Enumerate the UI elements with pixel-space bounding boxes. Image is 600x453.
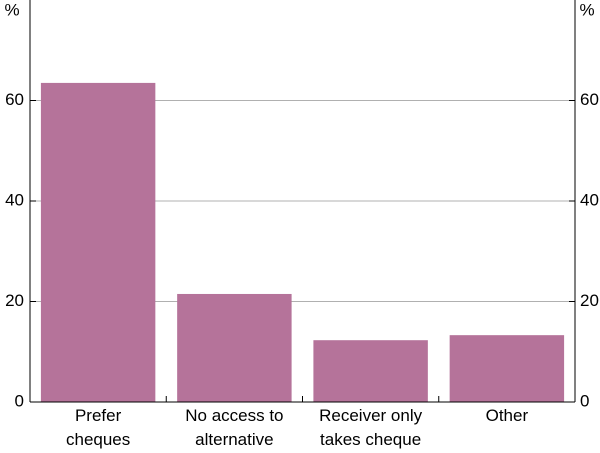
x-tick-label-line: Prefer [75,406,122,425]
y2-tick-label: 60 [580,90,599,109]
x-tick-label-line: takes cheque [320,430,421,449]
x-tick-label-line: cheques [66,430,130,449]
bar [313,340,428,402]
x-tick-label-line: Other [486,406,529,425]
y-tick-label: 20 [5,291,24,310]
y-tick-label: 40 [5,190,24,209]
x-tick-label: No access to alternative [185,406,283,449]
y2-tick-label: 20 [580,291,599,310]
y-tick-label: 0 [15,391,24,410]
y-tick-label: 60 [5,90,24,109]
y2-tick-label: 40 [580,190,599,209]
x-tick-label-line: No access to [185,406,283,425]
y-unit-right: % [579,0,594,19]
bar [40,82,156,402]
x-tick-label-line: alternative [195,430,273,449]
x-tick-label: Prefer cheques [66,406,130,449]
bar [449,335,565,402]
y2-tick-label: 0 [580,391,589,410]
x-tick-label: Receiver only takes cheque [319,406,422,449]
bar [177,293,292,402]
y-unit-left: % [4,0,19,19]
x-tick-label: Other [486,406,529,425]
x-tick-label-line: Receiver only [319,406,422,425]
